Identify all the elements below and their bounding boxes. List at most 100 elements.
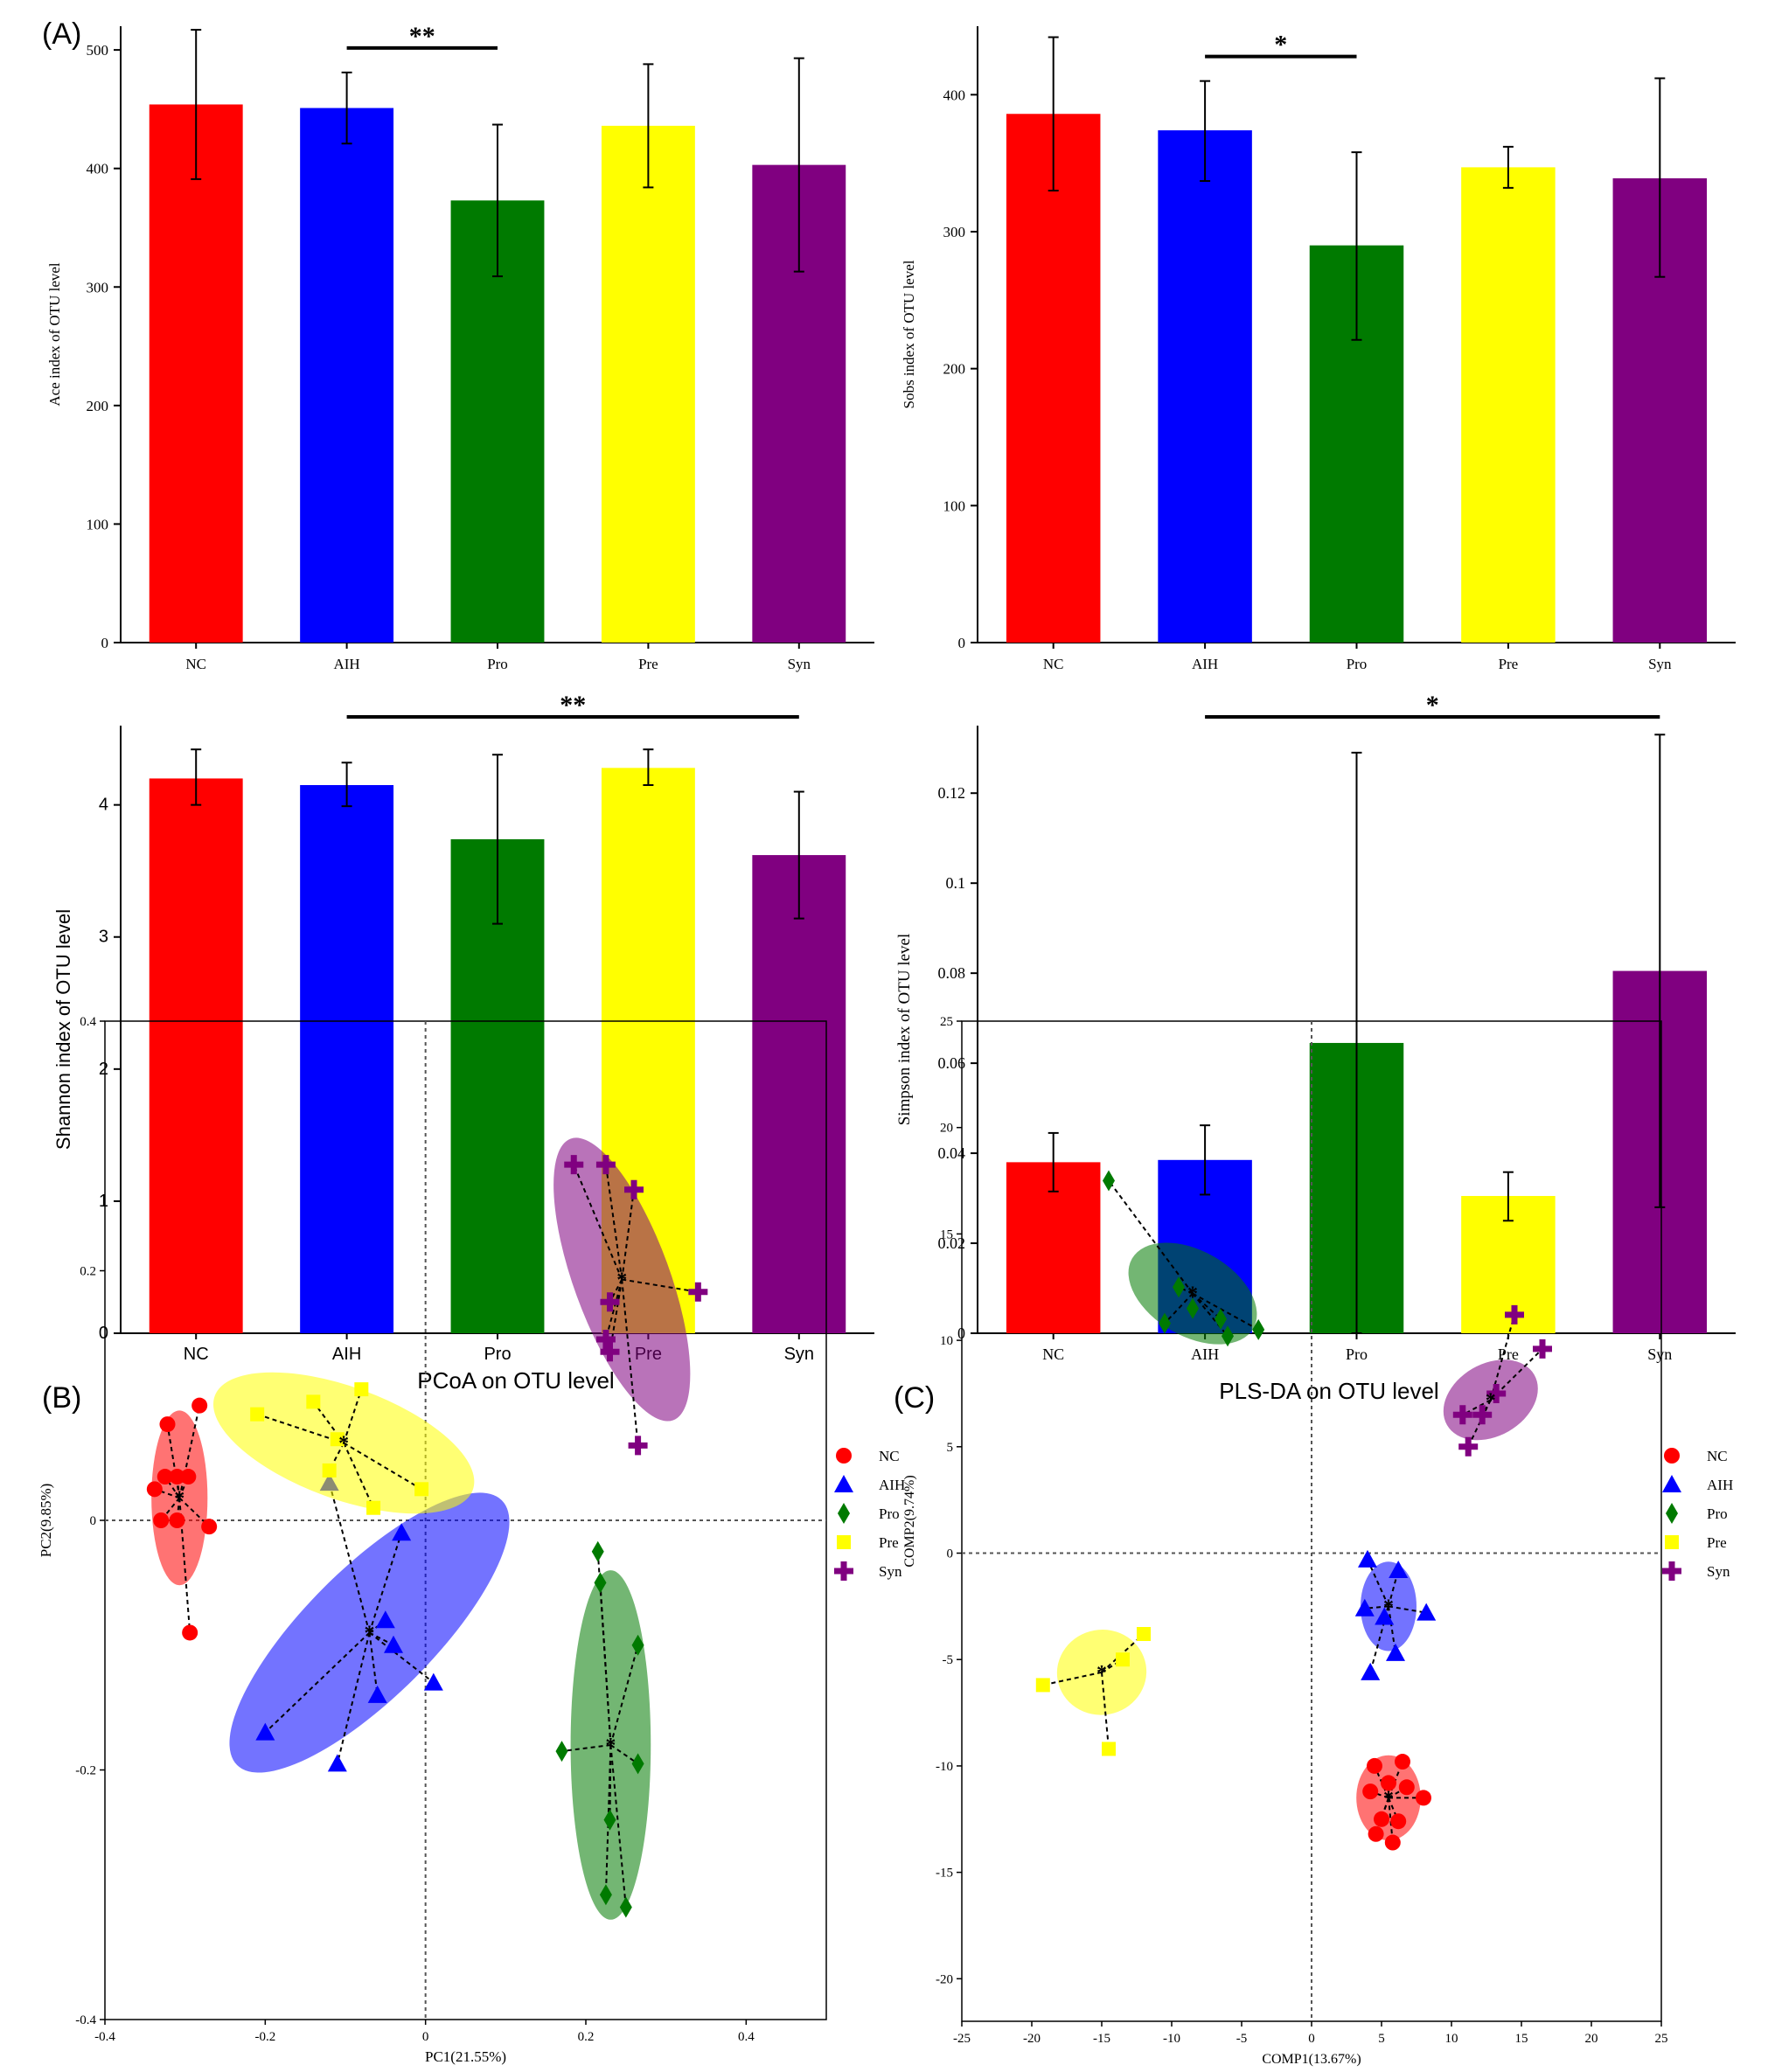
sobs-bar-aih — [1158, 130, 1252, 643]
plsda-title: PLS-DA on OTU level — [1219, 1378, 1438, 1404]
pcoa-point-pre — [354, 1382, 369, 1397]
shannon-x-tick-label: NC — [184, 1345, 209, 1364]
pcoa-point-syn — [600, 1292, 620, 1312]
pcoa-point-syn — [688, 1282, 708, 1302]
ace-bar-pre — [601, 125, 695, 643]
simpson-y-tick-label: 0.12 — [938, 784, 966, 802]
sobs-y-tick-label: 300 — [943, 224, 966, 240]
sobs-y-tick-label: 200 — [943, 361, 966, 378]
plsda-point-nc — [1384, 1834, 1401, 1851]
plsda-legend-label-pre: Pre — [1707, 1534, 1727, 1551]
simpson-x-tick-label: NC — [1042, 1345, 1064, 1363]
plsda-x-tick-label: 5 — [1378, 2032, 1385, 2046]
pcoa-point-aih — [392, 1523, 412, 1541]
simpson-y-tick-label: 0.06 — [938, 1054, 966, 1072]
plsda-y-tick-label: -5 — [943, 1653, 954, 1667]
plsda-spoke-aih — [1388, 1606, 1396, 1654]
plsda-centroid-nc: * — [1383, 1787, 1394, 1810]
plsda-y-tick-label: 20 — [940, 1122, 953, 1136]
plsda-point-aih — [1361, 1662, 1381, 1680]
plsda-point-nc — [1390, 1813, 1407, 1830]
simpson-x-tick-label: Syn — [1647, 1345, 1672, 1363]
plsda-y-tick-label: 0 — [947, 1547, 954, 1561]
pcoa-spoke-syn — [604, 1279, 623, 1340]
plsda-point-nc — [1381, 1775, 1396, 1791]
pcoa-title: PCoA on OTU level — [417, 1367, 614, 1394]
pcoa-point-nc — [169, 1512, 185, 1528]
pcoa-spoke-syn — [609, 1279, 623, 1352]
pcoa-spoke-syn — [609, 1279, 623, 1303]
shannon-significance-label: ** — [560, 691, 586, 720]
pcoa-spoke-pro — [609, 1644, 639, 1746]
sobs-x-tick-label: Pro — [1347, 656, 1368, 672]
plsda-point-pre — [1102, 1742, 1116, 1756]
pcoa-legend-label-syn: Syn — [879, 1563, 902, 1580]
pcoa-point-aih — [367, 1685, 387, 1703]
pcoa-spoke-syn — [573, 1164, 623, 1280]
pcoa-point-nc — [201, 1519, 218, 1535]
plsda-legend-label-nc: NC — [1707, 1448, 1728, 1464]
plsda-point-aih — [1417, 1603, 1437, 1621]
simpson-x-tick-label: Pro — [1346, 1345, 1368, 1363]
simpson-y-tick-label: 0.04 — [938, 1144, 966, 1162]
sobs-y-tick-label: 0 — [958, 635, 966, 651]
sobs-y-axis-label: Sobs index of OTU level — [901, 260, 917, 408]
pcoa-spoke-aih — [368, 1532, 403, 1633]
plsda-x-tick-label: -15 — [1093, 2032, 1110, 2046]
plsda-point-pro — [1187, 1297, 1199, 1319]
plsda-point-syn — [1472, 1405, 1493, 1425]
pcoa-point-aih — [384, 1635, 403, 1653]
plsda-x-tick-label: -10 — [1163, 2032, 1180, 2046]
pcoa-spoke-aih — [368, 1631, 435, 1684]
plsda-centroid-aih: * — [1383, 1596, 1394, 1618]
plsda-point-nc — [1362, 1783, 1379, 1800]
plsda-spoke-pro — [1178, 1286, 1194, 1295]
plsda-spoke-syn — [1489, 1314, 1515, 1401]
pcoa-x-tick-label: -0.4 — [94, 2030, 115, 2044]
plsda-point-pro — [1215, 1308, 1227, 1330]
plsda-y-tick-label: -10 — [936, 1760, 953, 1774]
ace-significance-label: ** — [409, 22, 435, 51]
pcoa-x-tick-label: 0.2 — [578, 2030, 595, 2044]
sobs-bar-chart: 0 100 200 300 400 Sobs index of OTU level NC AI… — [901, 26, 1736, 672]
ace-bar-nc — [149, 104, 243, 643]
sobs-x-tick-label: AIH — [1192, 656, 1218, 672]
plsda-point-syn — [1458, 1436, 1479, 1457]
plsda-point-pro — [1173, 1276, 1185, 1298]
pcoa-legend-marker-syn — [834, 1561, 853, 1581]
pcoa-x-tick-label: 0.4 — [738, 2030, 755, 2044]
plsda-legend-marker-syn — [1662, 1561, 1681, 1581]
simpson-y-tick-label: 0.02 — [938, 1234, 966, 1252]
plsda-point-pre — [1116, 1652, 1130, 1667]
pcoa-spoke-pre — [343, 1388, 363, 1443]
pcoa-x-tick-label: -0.2 — [254, 2030, 275, 2044]
ace-y-axis-label: Ace index of OTU level — [46, 262, 63, 407]
plsda-x-axis-label: COMP1(13.67%) — [1262, 2052, 1361, 2067]
pcoa-spoke-pro — [609, 1744, 639, 1765]
pcoa-point-pre — [250, 1407, 265, 1422]
plsda-x-tick-label: 0 — [1308, 2032, 1315, 2046]
plsda-spoke-pro — [1192, 1292, 1229, 1337]
pcoa-legend-marker-aih — [834, 1475, 853, 1492]
ace-x-tick-label: NC — [185, 656, 206, 672]
plsda-point-syn — [1452, 1405, 1472, 1425]
shannon-y-tick-label: 1 — [99, 1192, 108, 1211]
ace-y-tick-label: 400 — [87, 161, 109, 177]
simpson-y-tick-label: 0.1 — [946, 874, 966, 892]
plsda-x-tick-label: 15 — [1515, 2032, 1528, 2046]
pcoa-point-syn — [624, 1179, 644, 1199]
ace-bar-chart: 0 100 200 300 400 500 Ace index of OTU level NC… — [46, 22, 874, 672]
pcoa-scatter-chart: -0.4 -0.2 0 0.2 0.4 -0.4 -0.2 0 0.2 0.4 PC1(21.55%… — [38, 1015, 905, 2065]
shannon-y-tick-label: 2 — [99, 1060, 108, 1079]
sobs-bar-nc — [1006, 114, 1101, 643]
plsda-centroid-pro: * — [1187, 1283, 1198, 1306]
pcoa-spoke-pro — [599, 1582, 612, 1746]
ace-y-tick-label: 0 — [101, 635, 109, 651]
shannon-x-tick-label: Pro — [484, 1345, 511, 1364]
pcoa-spoke-aih — [368, 1632, 379, 1695]
shannon-y-tick-label: 0 — [99, 1324, 108, 1343]
plsda-spoke-aih — [1388, 1605, 1427, 1614]
pcoa-point-pre — [366, 1500, 381, 1515]
